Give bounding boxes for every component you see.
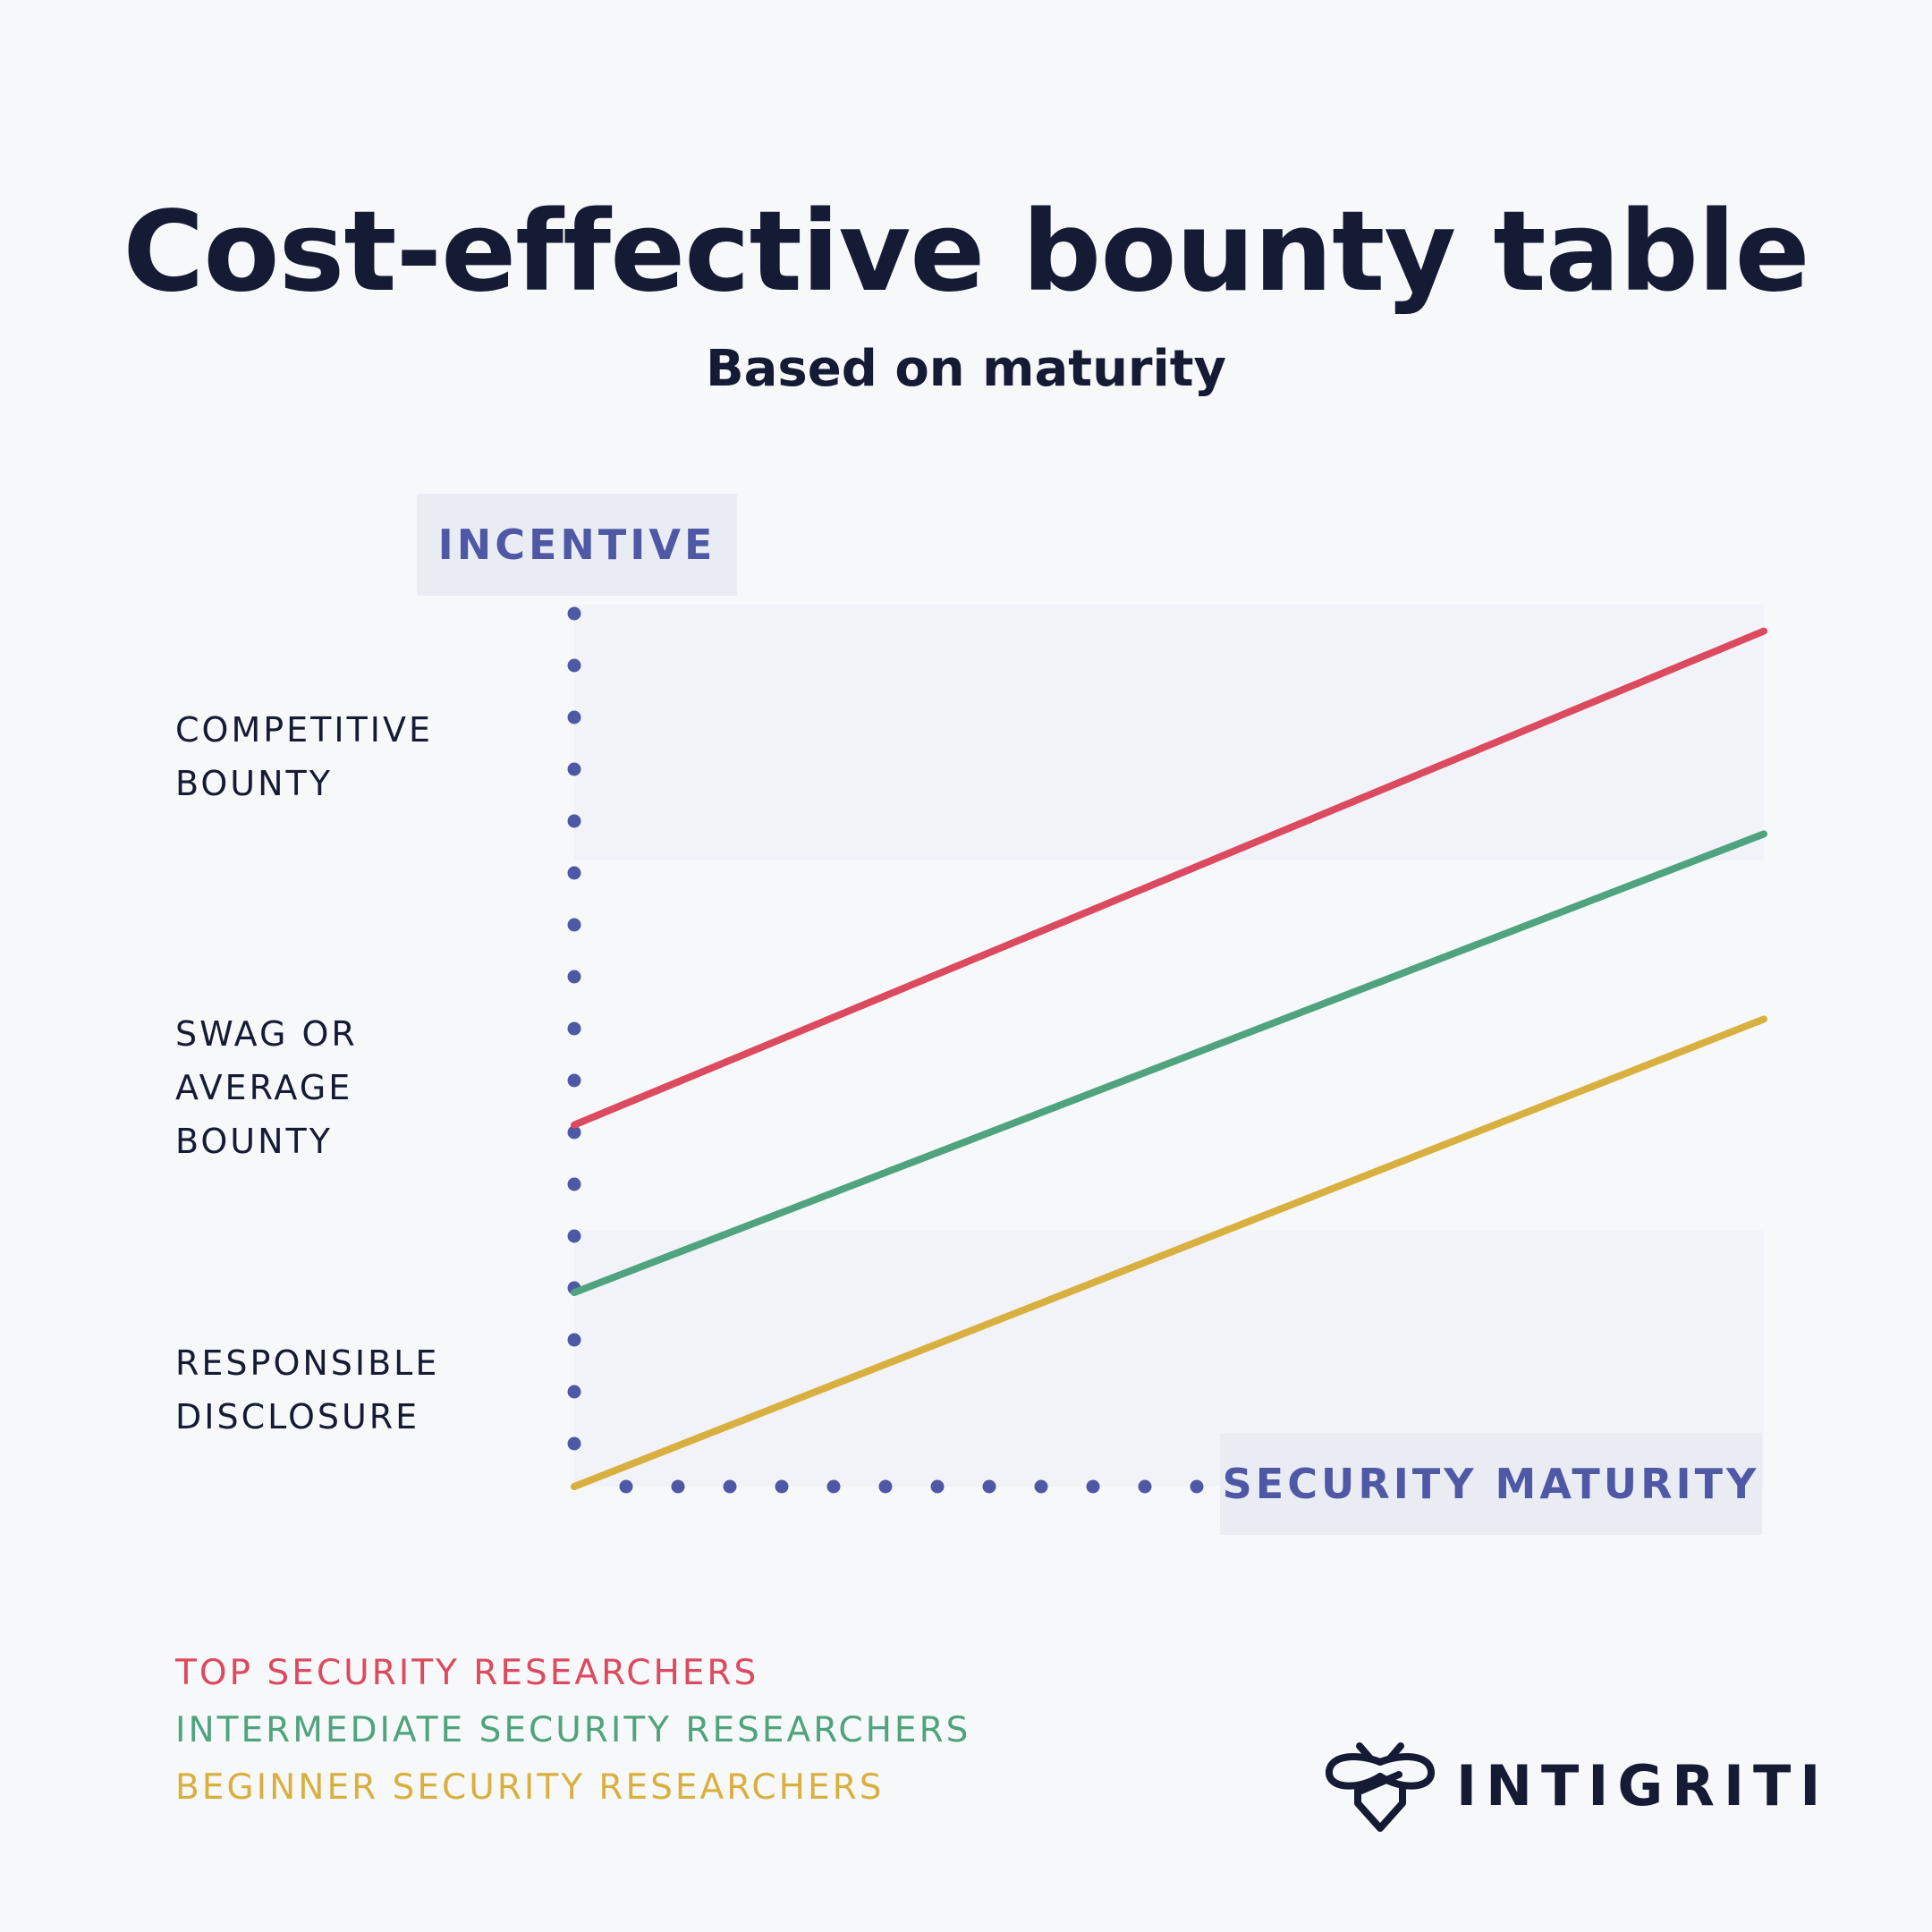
x-axis-dot [619,1479,633,1494]
x-axis-dot [1138,1479,1152,1494]
legend-beginner: BEGINNER SECURITY RESEARCHERS [175,1767,885,1808]
page-title: Cost-effective bounty table [123,188,1809,317]
y-axis-title: INCENTIVE [417,494,737,596]
page-subtitle: Based on maturity [705,340,1227,398]
y-axis-dot [567,866,581,880]
legend-intermediate: INTERMEDIATE SECURITY RESEARCHERS [175,1710,971,1750]
y-axis-dot [567,1125,581,1140]
y-axis-dot [567,1229,581,1243]
bee-logo-icon [1326,1742,1435,1832]
y-axis-dot [567,918,581,932]
x-axis-dot [930,1479,945,1494]
series-line-intermediate [571,830,1767,1297]
y-axis-dot [567,762,581,776]
logo-wordmark: INTIGRITI [1456,1753,1830,1818]
x-axis-dot [878,1479,893,1494]
y-category-swag-average: SWAG OR AVERAGE BOUNTY [175,1014,358,1161]
x-axis-dot [723,1479,737,1494]
x-axis-dot [1034,1479,1048,1494]
y-axis-dot [567,606,581,621]
legend-top: TOP SECURITY RESEARCHERS [175,1653,759,1693]
y-category-responsible: RESPONSIBLE DISCLOSURE [175,1343,440,1436]
series-line-beginner [571,1015,1767,1490]
x-axis-dot [1190,1479,1204,1494]
y-axis-dot [567,710,581,724]
band-competitive [574,605,1764,860]
x-axis-dot [671,1479,685,1494]
y-axis-dot [567,1021,581,1036]
y-axis-dot [567,1177,581,1191]
y-axis-dot [567,1333,581,1347]
y-axis-dot [567,970,581,984]
y-category-competitive: COMPETITIVE BOUNTY [175,710,433,803]
series-line-top [571,627,1767,1129]
y-axis-dot [567,814,581,828]
y-axis-dot [567,1073,581,1088]
y-axis-dot [567,658,581,673]
x-axis-dot [826,1479,841,1494]
y-axis-dot [567,1436,581,1451]
x-axis-dot [982,1479,996,1494]
x-axis-dot [1086,1479,1100,1494]
intigriti-logo: INTIGRITI [1322,1735,1820,1834]
y-axis-dot [567,1385,581,1399]
x-axis-title: SECURITY MATURITY [1220,1433,1762,1535]
x-axis-dot [775,1479,789,1494]
